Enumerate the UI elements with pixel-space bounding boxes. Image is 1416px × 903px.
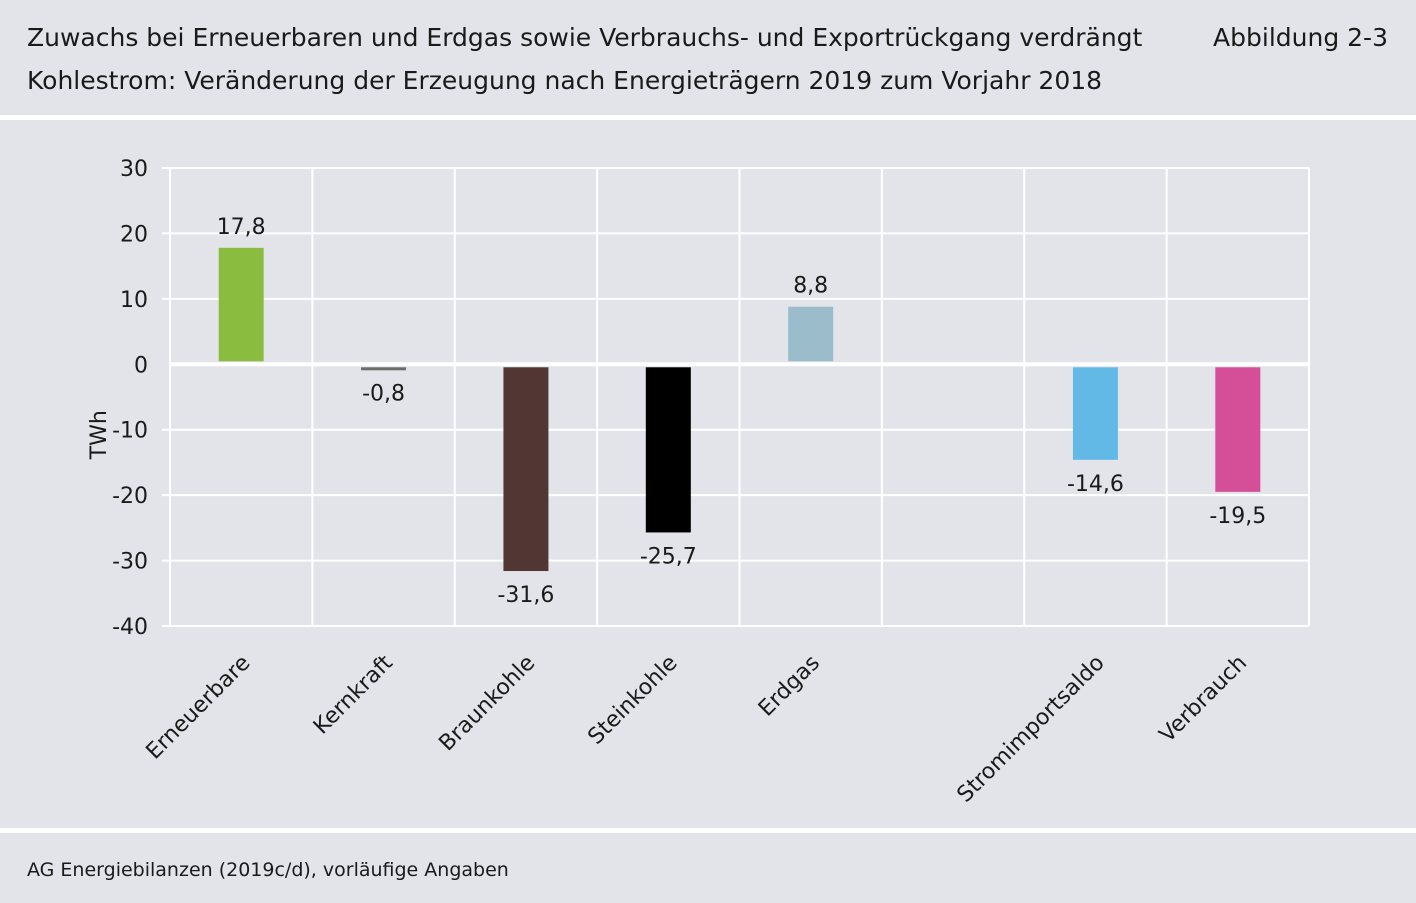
bar-steinkohle	[645, 367, 691, 533]
y-tick-label: -30	[112, 550, 148, 575]
data-label: -31,6	[497, 583, 554, 608]
x-tick-label: Verbrauch	[1155, 651, 1252, 748]
data-label: 8,8	[793, 274, 828, 299]
x-tick-label: Erdgas	[754, 651, 825, 722]
chart-title-line-2: Kohlestrom: Veränderung der Erzeugung na…	[27, 66, 1103, 95]
bar-stromimportsaldo	[1072, 367, 1118, 460]
y-tick-label: 0	[134, 353, 148, 378]
bar-braunkohle	[503, 367, 549, 572]
y-tick-label: 30	[120, 157, 148, 182]
x-tick-label: Stromimportsaldo	[953, 651, 1110, 808]
y-tick-label: -20	[112, 484, 148, 509]
y-tick-label: 20	[120, 222, 148, 247]
data-label: -14,6	[1067, 472, 1124, 497]
chart-title-line-1: Zuwachs bei Erneuerbaren und Erdgas sowi…	[27, 23, 1143, 52]
y-tick-label: 10	[120, 288, 148, 313]
data-label: -0,8	[362, 382, 405, 407]
y-axis-label: TWh	[87, 410, 112, 460]
data-label: -19,5	[1209, 504, 1266, 529]
header-divider	[0, 115, 1416, 120]
bar-kernkraft	[361, 367, 407, 371]
chart-header: Zuwachs bei Erneuerbaren und Erdgas sowi…	[0, 0, 1416, 115]
bar-chart: 30 20 10 0 -10 -20 -30 -40 TWh 17,8 Erneuerbare -0,…	[87, 157, 1310, 808]
x-tick-label: Steinkohle	[583, 651, 682, 750]
y-tick-label: -10	[112, 419, 148, 444]
source-note: AG Energiebilanzen (2019c/d), vorläufige…	[27, 859, 509, 881]
bar-verbrauch	[1215, 367, 1261, 492]
figure-number: Abbildung 2-3	[1213, 23, 1388, 52]
x-tick-label: Erneuerbare	[142, 651, 256, 765]
data-label: -25,7	[640, 544, 697, 569]
x-tick-label: Braunkohle	[434, 651, 540, 757]
bar-erneuerbare	[218, 247, 264, 362]
y-tick-label: -40	[112, 615, 148, 640]
x-tick-label: Kernkraft	[309, 650, 398, 739]
footer-divider	[0, 828, 1416, 833]
bar-erdgas	[788, 306, 834, 362]
data-label: 17,8	[217, 215, 266, 240]
